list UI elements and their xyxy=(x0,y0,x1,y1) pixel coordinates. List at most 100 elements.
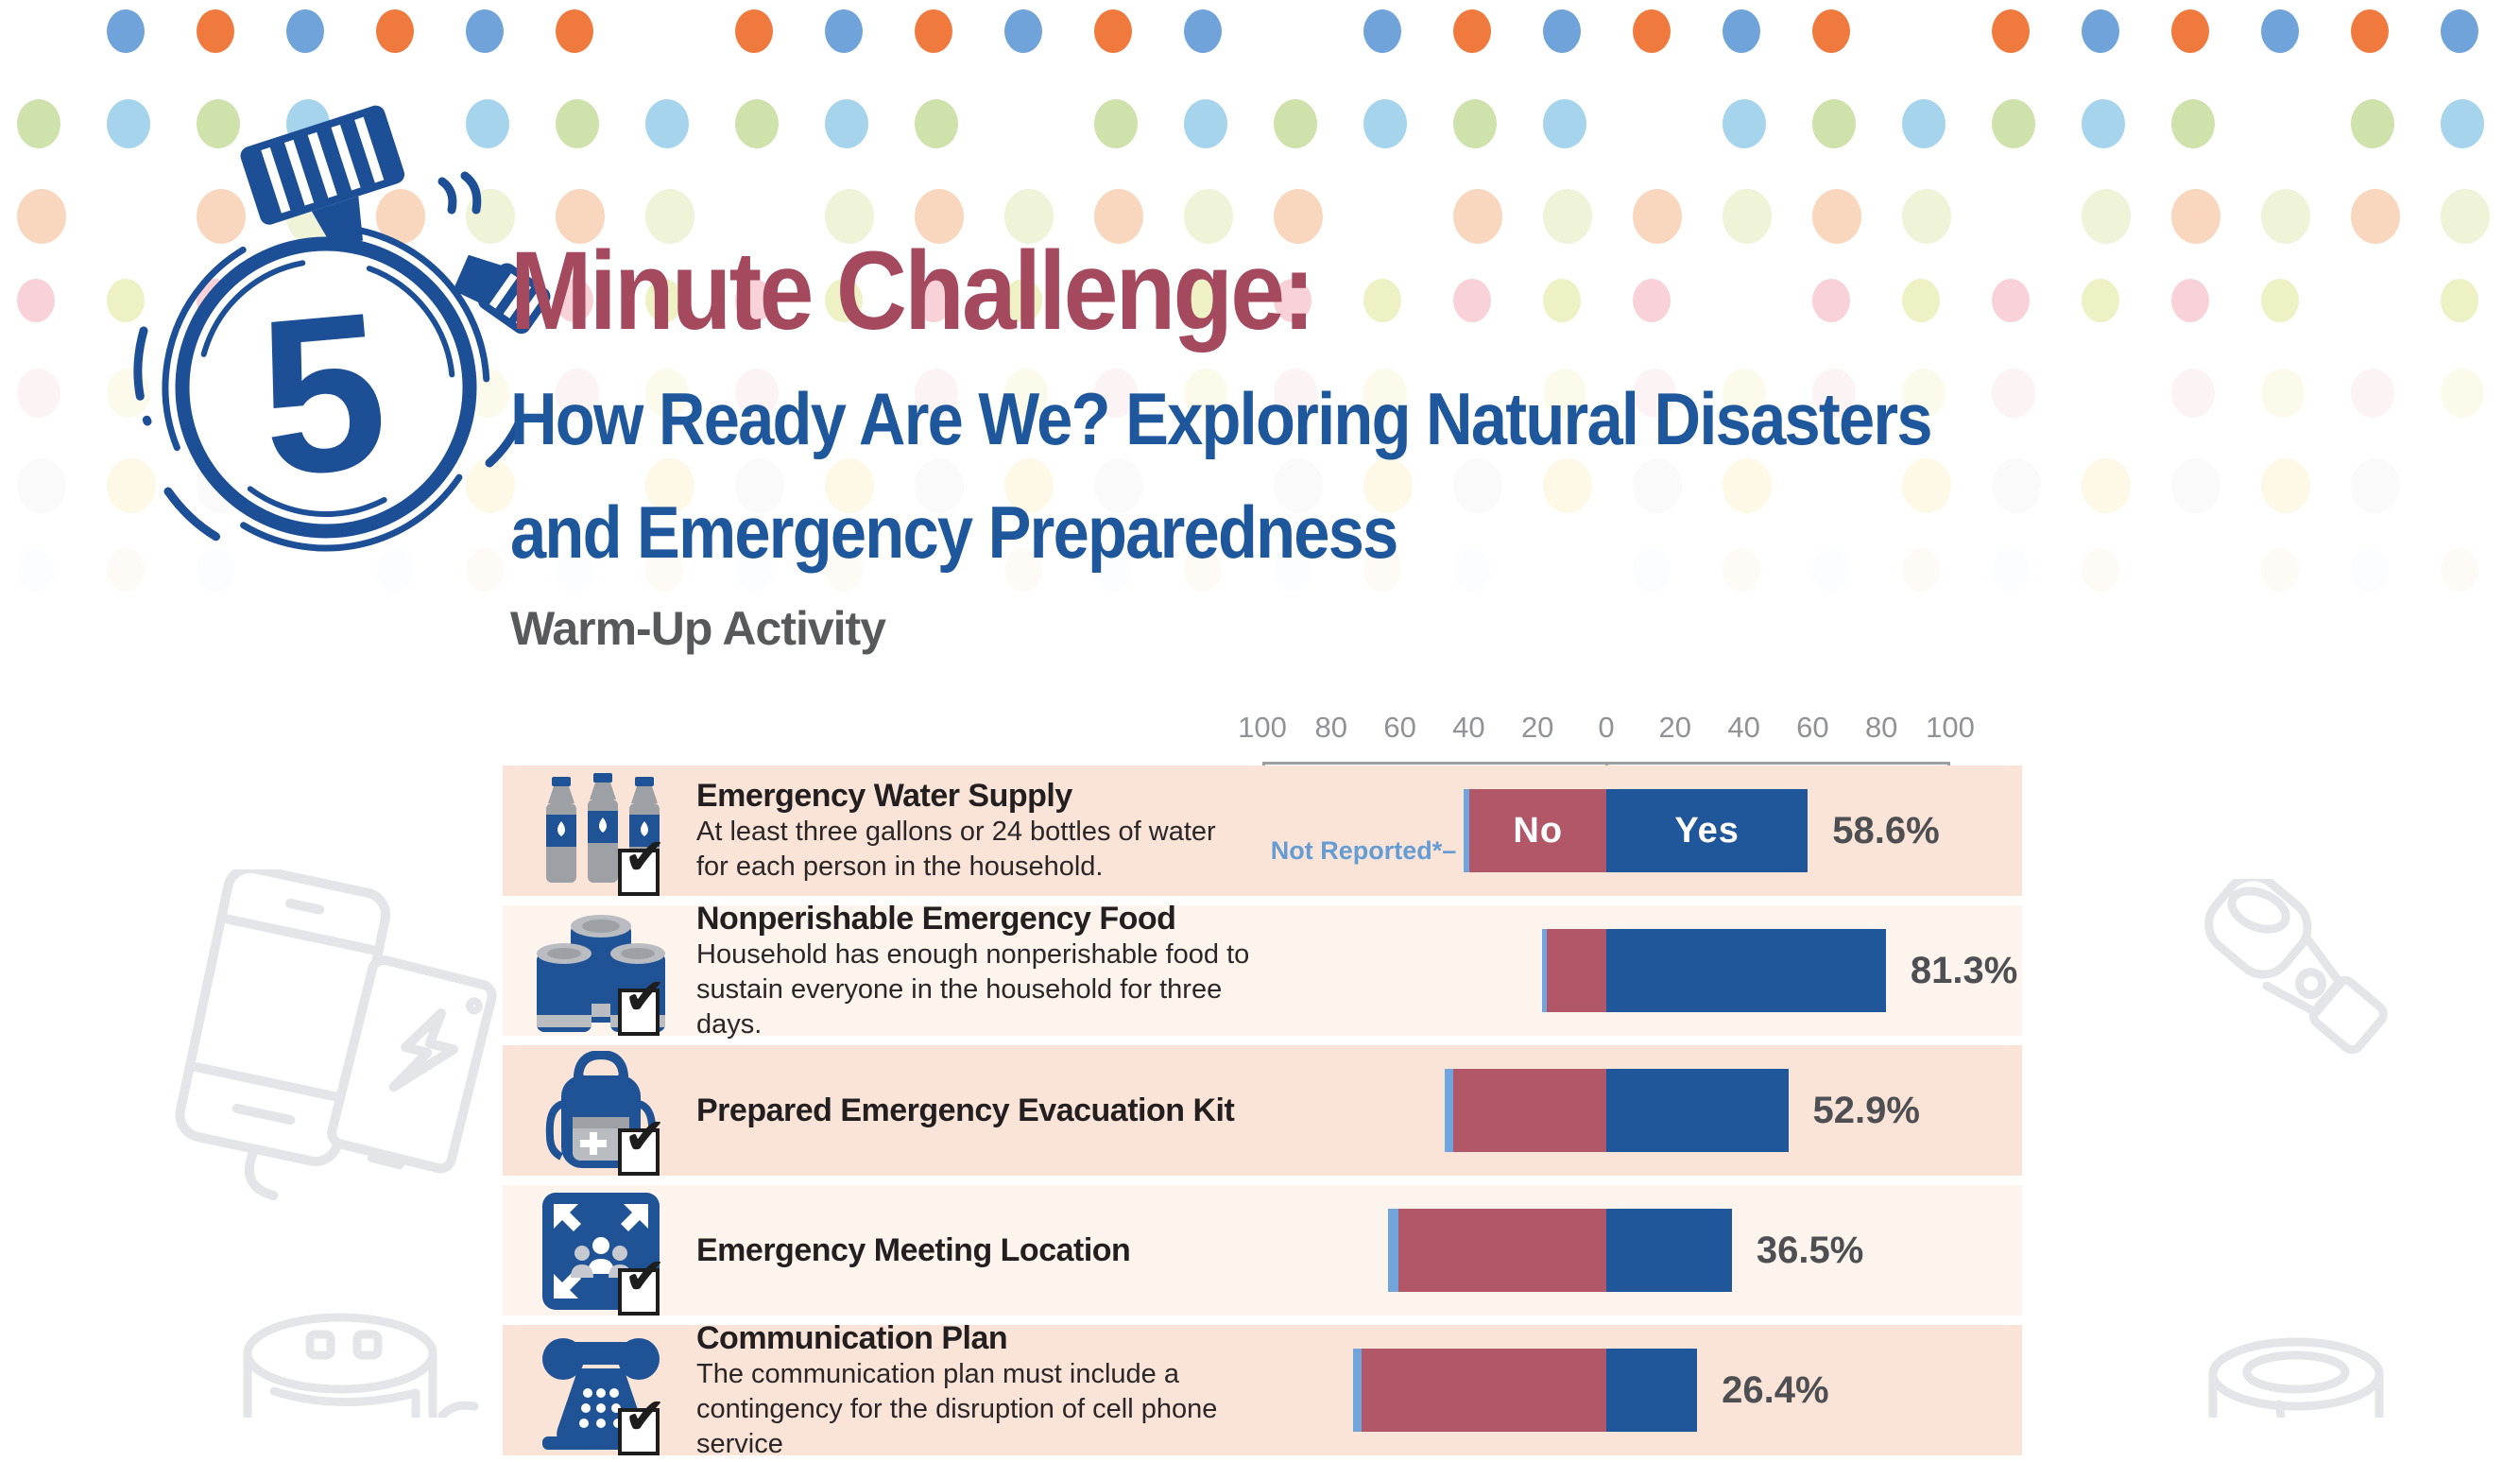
decorative-dot xyxy=(1723,189,1772,244)
decorative-dot xyxy=(645,369,689,418)
decorative-dot xyxy=(2261,369,2305,418)
decorative-dot xyxy=(645,279,683,322)
decorative-dot xyxy=(2261,9,2299,53)
decorative-dot xyxy=(1274,279,1311,322)
decorative-dot xyxy=(735,369,779,418)
decorative-dot xyxy=(1812,189,1861,244)
not-reported-label: Not Reported*– xyxy=(1270,836,1457,865)
decorative-dot xyxy=(1543,189,1592,244)
decorative-dot xyxy=(107,458,156,513)
yes-value-label: 26.4% xyxy=(1722,1369,1829,1411)
row-description-line2: for each person in the household. xyxy=(696,851,1104,882)
yes-value-label: 58.6% xyxy=(1832,810,1940,851)
no-legend-label: No xyxy=(1513,811,1564,851)
decorative-dot xyxy=(1992,369,2035,418)
decorative-dot xyxy=(2441,548,2478,592)
decorative-dot xyxy=(556,279,593,322)
not-reported-segment xyxy=(1444,1069,1453,1152)
checkbox-icon: ✔ xyxy=(618,1111,666,1176)
decorative-dot xyxy=(2441,9,2478,53)
decorative-dot xyxy=(556,369,599,418)
decorative-dot xyxy=(1274,99,1317,148)
row-bar: 26.4% xyxy=(503,1349,2022,1432)
decorative-dot xyxy=(1184,279,1222,322)
tin-can-outline-icon xyxy=(2208,1337,2384,1418)
decorative-dot xyxy=(735,279,773,322)
decorative-dot xyxy=(1633,548,1671,592)
decorative-dot xyxy=(1633,9,1671,53)
phone-charger-outline-icon xyxy=(175,869,497,1200)
decorative-dot xyxy=(1274,189,1323,244)
axis-tick-labels: 100 80 60 40 20 0 20 40 60 80 100 xyxy=(503,711,2022,748)
no-segment xyxy=(1452,1069,1606,1152)
row-description-line1: At least three gallons or 24 bottles of … xyxy=(696,817,1216,847)
decorative-dot xyxy=(1363,458,1413,513)
decorative-dot xyxy=(735,548,773,592)
row-title: Prepared Emergency Evacuation Kit xyxy=(696,1092,1235,1128)
activity-label: Warm-Up Activity xyxy=(510,602,886,655)
row-description-line1: Household has enough nonperishable food … xyxy=(696,938,1250,970)
page-title: Minute Challenge: xyxy=(510,229,1315,353)
flashlight-outline-icon xyxy=(2204,879,2388,1055)
decorative-dot xyxy=(1453,9,1491,53)
decorative-dot xyxy=(1094,99,1138,148)
decorative-dot xyxy=(2261,458,2310,513)
axis-tick-label: 60 xyxy=(1796,711,1829,744)
decorative-dot xyxy=(1184,369,1227,418)
decorative-dot xyxy=(17,458,66,513)
decorative-dot xyxy=(825,189,874,244)
decorative-dot xyxy=(1004,189,1054,244)
decorative-dot-pattern xyxy=(0,0,2520,662)
decorative-dot xyxy=(1363,279,1401,322)
water-bottles-icon: ✔ xyxy=(525,771,677,896)
decorative-dot xyxy=(1633,458,1682,513)
decorative-dot xyxy=(1812,99,1856,148)
row-bar: 81.3% xyxy=(503,929,2022,1012)
decorative-dot xyxy=(825,279,863,322)
decorative-dot xyxy=(915,9,952,53)
yes-segment: Yes xyxy=(1606,789,1809,872)
chart-row-communication-plan: ✔ Communication Plan The communication p… xyxy=(503,1320,2022,1459)
decorative-dot xyxy=(107,279,145,322)
row-bar: 52.9% xyxy=(503,1069,2022,1152)
row-title: Emergency Water Supply xyxy=(696,778,1072,814)
no-segment xyxy=(1397,1209,1606,1292)
decorative-dot xyxy=(107,548,145,592)
yes-legend-label: Yes xyxy=(1674,811,1740,851)
decorative-dot xyxy=(825,458,874,513)
yes-segment xyxy=(1606,929,1886,1012)
yes-value-label: 81.3% xyxy=(1910,950,2018,991)
decorative-dot xyxy=(1453,548,1491,592)
decorative-dot xyxy=(2351,9,2389,53)
decorative-dot xyxy=(2171,279,2209,322)
decorative-dot xyxy=(197,99,240,148)
decorative-dot xyxy=(1184,9,1222,53)
decorative-dot xyxy=(107,99,150,148)
decorative-dot xyxy=(1274,548,1311,592)
chart-row-evacuation-kit: ✔ Prepared Emergency Evacuation Kit 52.9… xyxy=(503,1045,2022,1176)
decorative-dot xyxy=(376,548,414,592)
decorative-dot xyxy=(2171,189,2220,244)
decorative-dot xyxy=(1004,9,1042,53)
decorative-dot xyxy=(1992,548,2030,592)
decorative-dot xyxy=(2171,369,2215,418)
decorative-dot xyxy=(1543,458,1592,513)
decorative-dot xyxy=(1004,458,1054,513)
decorative-dot xyxy=(466,458,515,513)
decorative-dot xyxy=(2261,189,2310,244)
decorative-dot xyxy=(1363,548,1401,592)
axis-tick-label: 20 xyxy=(1520,711,1554,744)
decorative-dot xyxy=(2441,369,2484,418)
decorative-dot xyxy=(556,189,605,244)
decorative-dot xyxy=(556,9,593,53)
decorative-dot xyxy=(1004,369,1048,418)
decorative-dot xyxy=(1094,548,1132,592)
decorative-dot xyxy=(1004,279,1042,322)
preparedness-chart: 100 80 60 40 20 0 20 40 60 80 100 xyxy=(503,703,2022,1459)
decorative-dot xyxy=(2171,458,2220,513)
decorative-dot xyxy=(466,99,509,148)
chart-row-meeting-location: ✔ Emergency Meeting Location 36.5% xyxy=(503,1185,2022,1316)
axis-tick-label: 0 xyxy=(1598,711,1615,744)
decorative-dot xyxy=(2351,189,2400,244)
decorative-dot xyxy=(1812,279,1850,322)
